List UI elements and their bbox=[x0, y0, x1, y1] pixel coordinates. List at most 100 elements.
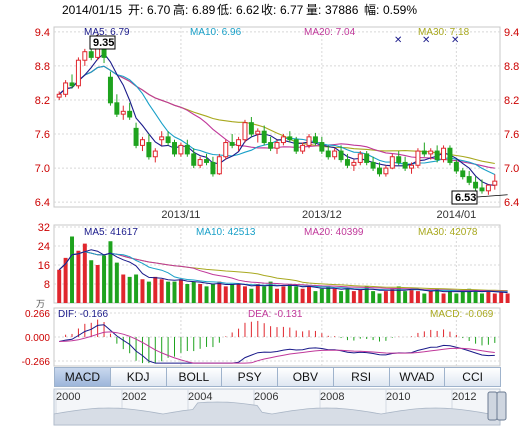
volume-bar bbox=[390, 288, 395, 303]
candle-body bbox=[396, 156, 402, 163]
tab-kdj[interactable]: KDJ bbox=[109, 367, 167, 387]
price-tick-right: 8.2 bbox=[504, 95, 519, 107]
volume-bar bbox=[178, 279, 183, 303]
macd-legend-dea: DEA: -0.131 bbox=[248, 309, 303, 320]
candle-body bbox=[389, 156, 395, 169]
navigator-handle-right[interactable] bbox=[496, 391, 507, 421]
tab-rsi[interactable]: RSI bbox=[332, 367, 390, 387]
candle-body bbox=[255, 130, 261, 135]
volume-bar bbox=[159, 279, 164, 303]
candle-body bbox=[69, 82, 75, 87]
candle-body bbox=[287, 136, 293, 141]
volume-bar bbox=[486, 291, 491, 303]
volume-bar bbox=[255, 284, 260, 303]
volume-bar bbox=[172, 281, 177, 303]
volume-bar bbox=[70, 236, 75, 303]
candle-body bbox=[88, 51, 94, 58]
price-tick-right: 9.4 bbox=[504, 27, 519, 39]
macd-tick-label: -0.266 bbox=[22, 357, 51, 368]
volume-bar bbox=[454, 293, 459, 303]
volume-bar bbox=[351, 291, 356, 303]
volume-bar bbox=[198, 284, 203, 303]
candle-body bbox=[383, 167, 389, 175]
macd-legend-dif: DIF: -0.166 bbox=[58, 309, 108, 320]
candle-body bbox=[460, 170, 466, 178]
legend-ma5: MA5: 6.79 bbox=[84, 27, 130, 38]
volume-bar bbox=[57, 269, 62, 303]
candle-body bbox=[453, 161, 459, 172]
volume-bar bbox=[166, 281, 171, 303]
volume-bar bbox=[287, 284, 292, 303]
candle-body bbox=[485, 184, 491, 192]
candle-body bbox=[114, 102, 120, 115]
candle-body bbox=[300, 144, 306, 152]
tab-wvad[interactable]: WVAD bbox=[388, 367, 446, 387]
tab-macd[interactable]: MACD bbox=[54, 367, 111, 387]
navigator-year-label: 2000 bbox=[56, 391, 80, 403]
navigator-year-label: 2010 bbox=[386, 391, 410, 403]
volume-bar bbox=[223, 286, 228, 303]
candle-body bbox=[370, 161, 376, 169]
candle-body bbox=[441, 147, 447, 161]
volume-bar bbox=[492, 293, 497, 303]
dea-line bbox=[59, 331, 495, 364]
volume-bar bbox=[294, 286, 299, 303]
header-change: 0.59% bbox=[383, 3, 417, 17]
volume-bar bbox=[447, 291, 452, 303]
candle-body bbox=[479, 187, 485, 192]
volume-bar bbox=[435, 288, 440, 303]
indicator-tabs: MACD KDJ BOLL PSY OBV RSI WVAD CCI bbox=[54, 367, 501, 387]
price-tick-right: 7.6 bbox=[504, 129, 519, 141]
tab-cci[interactable]: CCI bbox=[444, 367, 501, 387]
volume-bar bbox=[262, 286, 267, 303]
volume-bar bbox=[249, 288, 254, 303]
candle-body bbox=[191, 153, 197, 166]
candle-body bbox=[152, 150, 158, 158]
volume-bar bbox=[146, 281, 151, 303]
volume-bar bbox=[102, 255, 107, 303]
candle-body bbox=[409, 164, 415, 169]
volume-bar bbox=[422, 293, 427, 303]
price-tick-right: 8.8 bbox=[504, 61, 519, 73]
vol-legend-ma30: MA30: 42078 bbox=[418, 227, 478, 238]
candle-body bbox=[274, 142, 280, 149]
header-high-label: 高: bbox=[173, 2, 188, 17]
navigator-year-label: 2008 bbox=[320, 391, 344, 403]
min-price-label: 6.53 bbox=[455, 192, 476, 204]
volume-bar bbox=[441, 293, 446, 303]
volume-bar bbox=[63, 257, 68, 303]
vol-legend-ma5: MA5: 41617 bbox=[84, 227, 138, 238]
tab-boll[interactable]: BOLL bbox=[165, 367, 223, 387]
header-close-label: 收: bbox=[261, 3, 276, 17]
volume-bar bbox=[345, 288, 350, 303]
navigator-handle-left[interactable] bbox=[487, 391, 498, 421]
volume-bar bbox=[281, 286, 286, 303]
candle-body bbox=[216, 156, 222, 175]
candle-body bbox=[248, 122, 254, 135]
candle-body bbox=[421, 150, 427, 155]
tab-obv[interactable]: OBV bbox=[277, 367, 334, 387]
candle-body bbox=[56, 93, 62, 98]
candle-body bbox=[139, 139, 145, 146]
candle-body bbox=[338, 150, 344, 161]
volume-bar bbox=[313, 291, 318, 303]
volume-bar bbox=[300, 288, 305, 303]
candle-body bbox=[428, 150, 434, 155]
candle-body bbox=[466, 176, 472, 183]
tab-psy[interactable]: PSY bbox=[221, 367, 278, 387]
volume-bar bbox=[396, 286, 401, 303]
header-close: 6.77 bbox=[280, 3, 304, 17]
date-tick-label: 2014/01 bbox=[436, 209, 476, 221]
candle-body bbox=[146, 142, 152, 158]
candle-body bbox=[377, 167, 382, 175]
candle-body bbox=[293, 139, 299, 152]
candle-body bbox=[268, 142, 274, 149]
candle-body bbox=[447, 147, 453, 163]
candle-body bbox=[229, 142, 235, 146]
volume-bar bbox=[121, 274, 126, 303]
price-tick-left: 8.2 bbox=[35, 95, 50, 107]
legend-ma10: MA10: 6.96 bbox=[190, 27, 242, 38]
volume-bar bbox=[210, 284, 215, 303]
volume-bar bbox=[140, 279, 145, 303]
volume-tick-label: 16 bbox=[38, 260, 50, 272]
